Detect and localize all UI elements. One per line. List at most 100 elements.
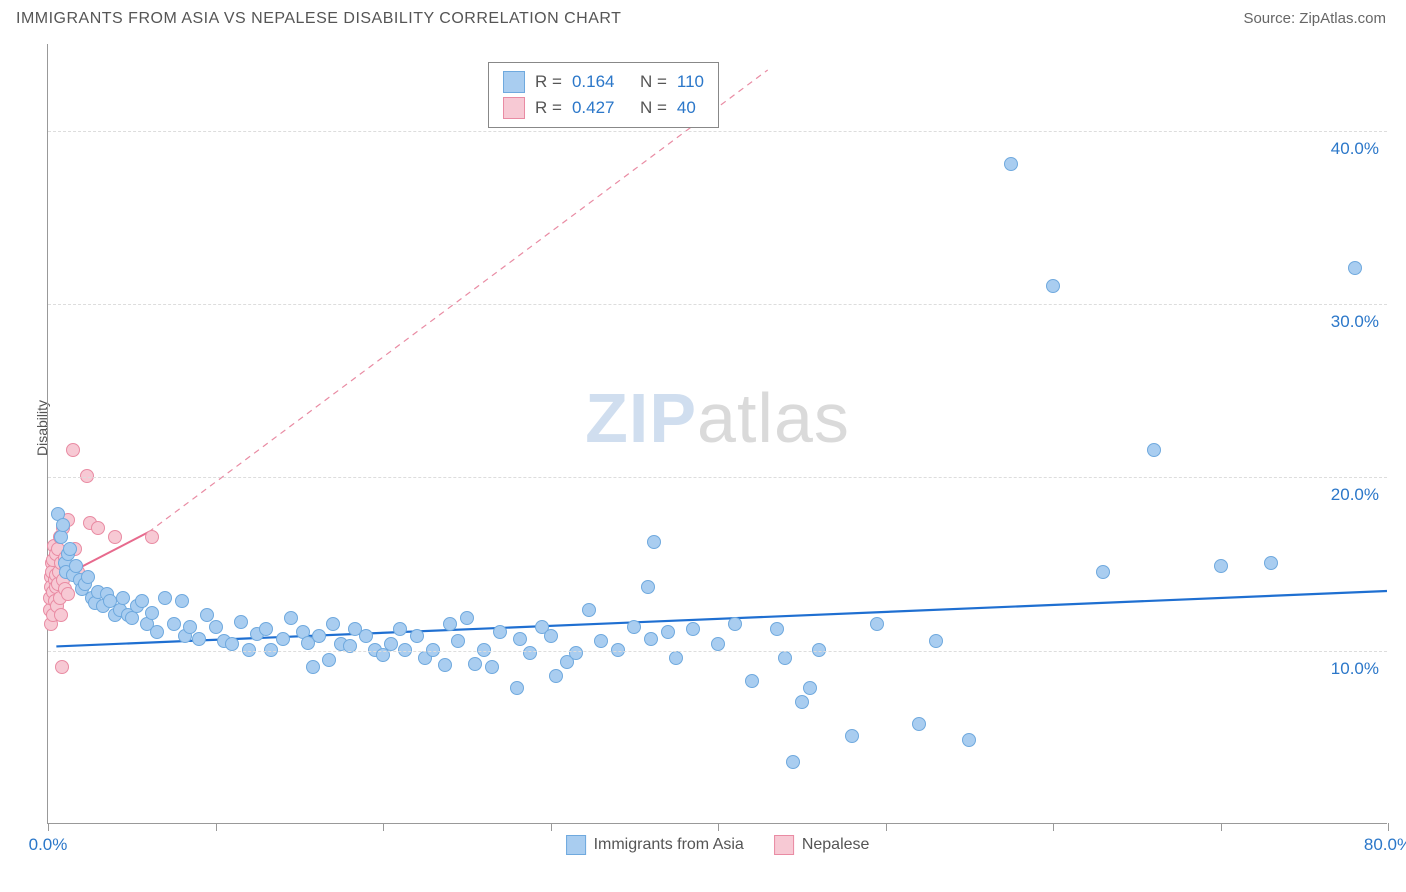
scatter-point xyxy=(468,657,482,671)
scatter-point xyxy=(384,637,398,651)
scatter-point xyxy=(284,611,298,625)
scatter-point xyxy=(135,594,149,608)
scatter-point xyxy=(443,617,457,631)
scatter-point xyxy=(125,611,139,625)
legend-n-value: 110 xyxy=(677,72,704,92)
scatter-point xyxy=(306,660,320,674)
scatter-point xyxy=(312,629,326,643)
legend-swatch xyxy=(774,835,794,855)
scatter-point xyxy=(1096,565,1110,579)
scatter-point xyxy=(167,617,181,631)
x-axis-label: 0.0% xyxy=(29,835,68,855)
chart-title: IMMIGRANTS FROM ASIA VS NEPALESE DISABIL… xyxy=(16,10,621,28)
legend-r-value: 0.427 xyxy=(572,98,630,118)
scatter-point xyxy=(209,620,223,634)
scatter-point xyxy=(669,651,683,665)
scatter-point xyxy=(647,535,661,549)
scatter-point xyxy=(81,570,95,584)
legend-r-label: R = xyxy=(535,72,562,92)
scatter-point xyxy=(91,521,105,535)
scatter-point xyxy=(234,615,248,629)
scatter-point xyxy=(686,622,700,636)
legend-n-label: N = xyxy=(640,98,667,118)
x-tick xyxy=(1053,823,1054,831)
series-legend-label: Immigrants from Asia xyxy=(594,836,744,854)
scatter-point xyxy=(795,695,809,709)
scatter-point xyxy=(544,629,558,643)
legend-n-value: 40 xyxy=(677,98,696,118)
scatter-point xyxy=(158,591,172,605)
scatter-point xyxy=(69,559,83,573)
scatter-point xyxy=(1004,157,1018,171)
x-tick xyxy=(383,823,384,831)
scatter-point xyxy=(1147,443,1161,457)
scatter-point xyxy=(259,622,273,636)
legend-r-label: R = xyxy=(535,98,562,118)
scatter-point xyxy=(962,733,976,747)
series-legend: Immigrants from Asia Nepalese xyxy=(566,835,870,855)
source-label: Source: ZipAtlas.com xyxy=(1243,10,1386,27)
scatter-point xyxy=(54,608,68,622)
legend-swatch xyxy=(503,97,525,119)
scatter-point xyxy=(145,606,159,620)
x-tick xyxy=(216,823,217,831)
scatter-point xyxy=(627,620,641,634)
scatter-point xyxy=(438,658,452,672)
scatter-point xyxy=(485,660,499,674)
scatter-point xyxy=(569,646,583,660)
x-tick xyxy=(48,823,49,831)
legend-row: R = 0.164 N = 110 xyxy=(503,69,704,95)
scatter-point xyxy=(493,625,507,639)
scatter-point xyxy=(451,634,465,648)
scatter-point xyxy=(145,530,159,544)
gridline-h xyxy=(48,651,1387,652)
scatter-point xyxy=(460,611,474,625)
legend-n-label: N = xyxy=(640,72,667,92)
x-tick xyxy=(551,823,552,831)
scatter-point xyxy=(322,653,336,667)
scatter-point xyxy=(549,669,563,683)
scatter-point xyxy=(225,637,239,651)
scatter-point xyxy=(513,632,527,646)
y-tick-label: 40.0% xyxy=(1331,139,1379,159)
gridline-h xyxy=(48,304,1387,305)
stats-legend-box: R = 0.164 N = 110 R = 0.427 N = 40 xyxy=(488,62,719,128)
scatter-point xyxy=(1348,261,1362,275)
scatter-point xyxy=(393,622,407,636)
scatter-point xyxy=(116,591,130,605)
scatter-point xyxy=(745,674,759,688)
y-tick-label: 10.0% xyxy=(1331,659,1379,679)
series-legend-label: Nepalese xyxy=(802,836,870,854)
scatter-point xyxy=(523,646,537,660)
scatter-point xyxy=(326,617,340,631)
scatter-point xyxy=(410,629,424,643)
scatter-point xyxy=(61,587,75,601)
watermark-atlas: atlas xyxy=(697,379,850,457)
scatter-point xyxy=(66,443,80,457)
scatter-point xyxy=(56,518,70,532)
scatter-point xyxy=(1264,556,1278,570)
y-tick-label: 30.0% xyxy=(1331,312,1379,332)
series-legend-item: Nepalese xyxy=(774,835,870,855)
x-tick xyxy=(886,823,887,831)
series-legend-item: Immigrants from Asia xyxy=(566,835,744,855)
trend-lines-svg xyxy=(48,44,1387,823)
scatter-point xyxy=(770,622,784,636)
scatter-point xyxy=(1046,279,1060,293)
legend-swatch xyxy=(566,835,586,855)
scatter-point xyxy=(510,681,524,695)
scatter-point xyxy=(150,625,164,639)
scatter-point xyxy=(55,660,69,674)
scatter-point xyxy=(582,603,596,617)
x-tick xyxy=(1388,823,1389,831)
scatter-point xyxy=(661,625,675,639)
scatter-point xyxy=(845,729,859,743)
gridline-h xyxy=(48,477,1387,478)
scatter-point xyxy=(1214,559,1228,573)
watermark: ZIPatlas xyxy=(585,378,850,458)
legend-r-value: 0.164 xyxy=(572,72,630,92)
scatter-point xyxy=(276,632,290,646)
watermark-zip: ZIP xyxy=(585,379,697,457)
x-axis-label: 80.0% xyxy=(1364,835,1406,855)
scatter-point xyxy=(175,594,189,608)
